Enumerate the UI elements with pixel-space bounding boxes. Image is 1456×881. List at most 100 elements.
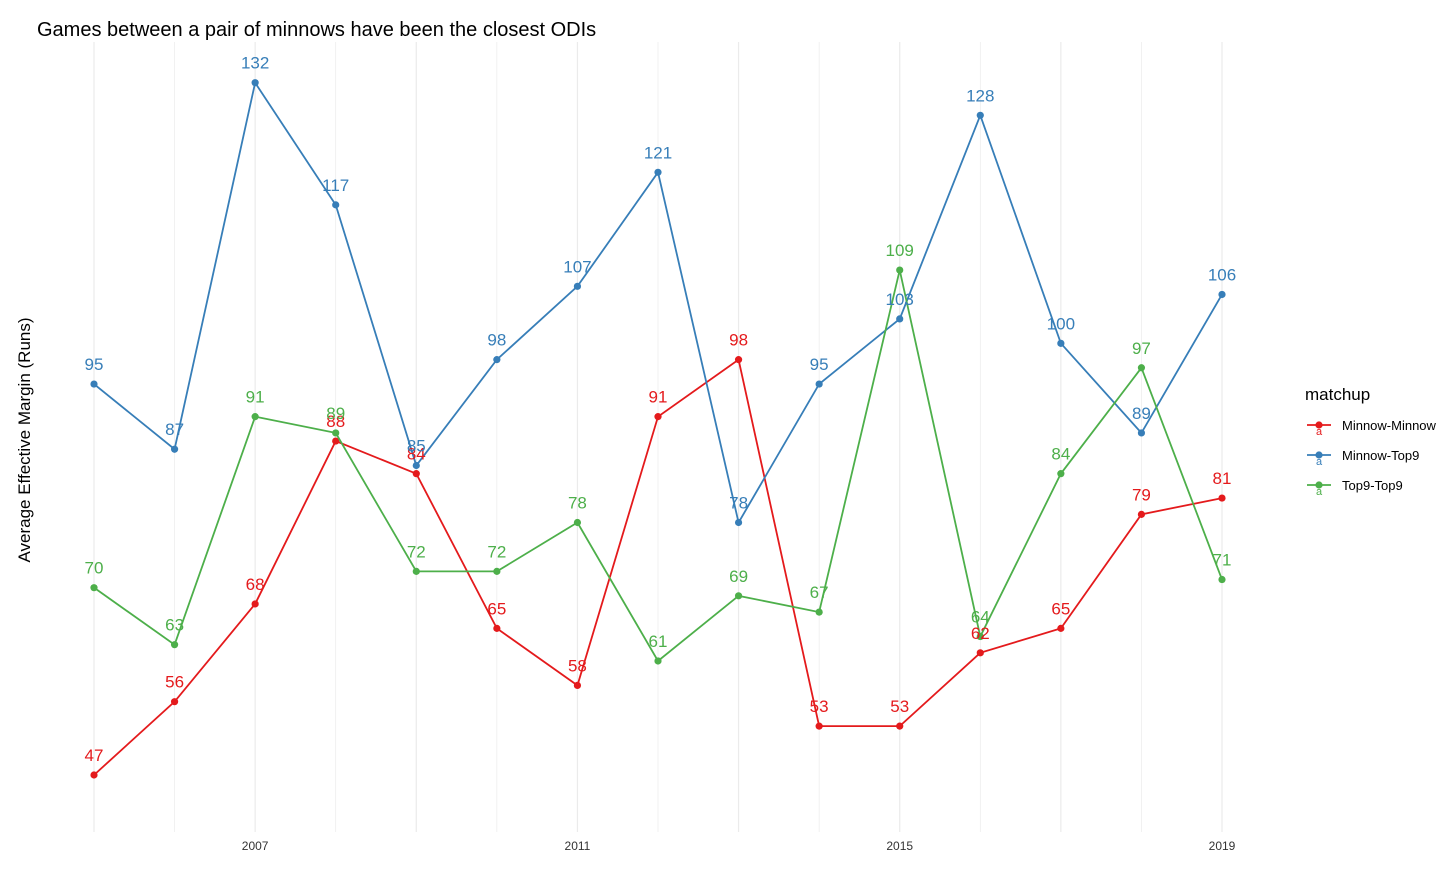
data-label: 100 (1047, 314, 1075, 333)
data-label: 78 (568, 494, 587, 513)
data-point (90, 771, 98, 779)
data-point (332, 437, 340, 445)
data-label: 62 (971, 624, 990, 643)
data-point (896, 266, 904, 274)
data-point (734, 356, 743, 364)
legend-key-glyph: a (1316, 456, 1323, 468)
data-label: 84 (407, 445, 426, 464)
data-label: 121 (644, 143, 672, 162)
data-point (654, 657, 662, 665)
data-point (1218, 575, 1226, 584)
data-label: 91 (246, 388, 265, 407)
data-label: 67 (810, 583, 829, 602)
data-label: 53 (810, 697, 829, 716)
data-label: 98 (487, 331, 506, 350)
data-point (251, 79, 259, 87)
data-label: 70 (85, 559, 104, 578)
data-point (896, 722, 904, 730)
data-label: 132 (241, 54, 269, 73)
data-point (170, 445, 179, 453)
data-label: 84 (1051, 445, 1070, 464)
data-point (332, 201, 340, 209)
gridlines (93, 42, 1223, 832)
series-layer (90, 79, 1226, 779)
data-label: 56 (165, 673, 184, 692)
data-label: 106 (1208, 265, 1236, 284)
chart-title: Games between a pair of minnows have bee… (37, 19, 596, 41)
data-label: 71 (1213, 551, 1232, 570)
x-tick-label: 2019 (1209, 839, 1236, 853)
data-point (493, 624, 501, 632)
data-point (654, 413, 662, 421)
data-label: 63 (165, 616, 184, 635)
legend-title: matchup (1305, 385, 1370, 404)
legend-key-point (1315, 451, 1323, 459)
data-point (493, 356, 501, 364)
data-label: 65 (1051, 599, 1070, 618)
legend: matchup a Minnow-Minnow a Minnow-Top9 a Top9-… (1305, 385, 1437, 498)
data-label: 97 (1132, 339, 1151, 358)
data-label: 88 (326, 412, 345, 431)
x-tick-label: 2015 (886, 839, 913, 853)
data-point (1137, 510, 1146, 518)
data-point (1057, 624, 1065, 632)
data-point (815, 608, 823, 616)
data-point (170, 641, 179, 649)
data-point (734, 518, 743, 527)
data-point (896, 315, 904, 323)
data-label: 117 (322, 176, 349, 195)
data-point (1137, 429, 1146, 437)
data-point (976, 649, 984, 657)
legend-key-point (1315, 421, 1323, 429)
data-label: 68 (246, 575, 265, 594)
data-label: 107 (563, 257, 591, 276)
data-point (976, 111, 984, 119)
data-label: 58 (568, 656, 587, 675)
data-labels: 47 56 68 88 84 65 58 91 98 53 53 62 65 79 81 95 87 132 117… (85, 54, 1237, 765)
data-point (1137, 364, 1146, 372)
data-label: 69 (729, 567, 748, 586)
data-point (251, 600, 259, 608)
data-label: 128 (966, 86, 994, 105)
data-label: 98 (729, 331, 748, 350)
data-label: 85 (407, 437, 426, 456)
data-point (734, 592, 743, 600)
data-label: 79 (1132, 485, 1151, 504)
legend-key-point (1315, 481, 1323, 489)
data-point (412, 461, 420, 470)
legend-key-glyph: a (1316, 486, 1323, 498)
data-label: 91 (649, 388, 668, 407)
data-point (654, 168, 662, 176)
data-label: 87 (165, 420, 184, 439)
data-point (573, 681, 582, 690)
data-label: 72 (487, 542, 506, 561)
data-label: 81 (1213, 469, 1232, 488)
data-label: 103 (886, 290, 914, 309)
data-label: 95 (810, 355, 829, 374)
data-point (90, 380, 98, 388)
legend-label: Top9-Top9 (1342, 478, 1403, 493)
data-point (412, 470, 420, 478)
legend-label: Minnow-Top9 (1342, 448, 1419, 463)
data-point (1057, 470, 1065, 478)
y-axis-label: Average Effective Margin (Runs) (15, 317, 34, 562)
x-axis-ticks: 2007 2011 2015 2019 (242, 839, 1236, 853)
data-point (251, 413, 259, 421)
data-point (493, 567, 501, 575)
legend-key-glyph: a (1316, 426, 1323, 438)
data-point (573, 518, 582, 527)
data-label: 65 (487, 599, 506, 618)
data-label: 78 (729, 494, 748, 513)
data-point (815, 380, 823, 388)
x-tick-label: 2007 (242, 839, 269, 853)
data-label: 109 (886, 241, 914, 260)
x-tick-label: 2011 (565, 839, 591, 853)
data-label: 72 (407, 542, 426, 561)
data-label: 89 (1132, 404, 1151, 423)
data-point (90, 584, 98, 592)
data-point (976, 632, 984, 641)
data-label: 89 (326, 404, 345, 423)
data-label: 53 (890, 697, 909, 716)
data-point (412, 567, 420, 575)
